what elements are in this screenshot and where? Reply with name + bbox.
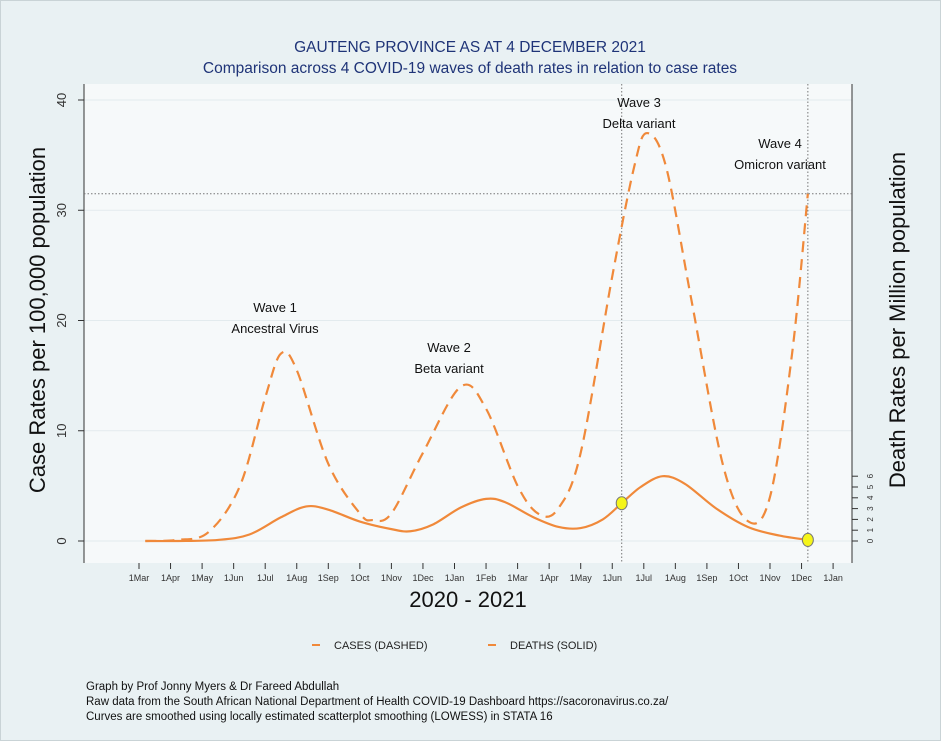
x-tick-label: 1May: [191, 573, 214, 583]
chart-subtitle: Comparison across 4 COVID-19 waves of de…: [203, 60, 737, 77]
y2-tick-label: 6: [866, 473, 875, 478]
x-tick-label: 1Sep: [696, 573, 717, 583]
y-tick-label: 40: [54, 93, 69, 107]
y2-tick-label: 3: [866, 506, 875, 511]
highlight-point: [615, 496, 628, 511]
x-tick-label: 1Jun: [224, 573, 244, 583]
wave-annotation: Wave 2: [427, 340, 471, 355]
wave-annotation: Ancestral Virus: [231, 321, 319, 336]
x-tick-label: 1Mar: [507, 573, 528, 583]
x-tick-label: 1Feb: [476, 573, 497, 583]
y-tick-label: 0: [54, 537, 69, 544]
y2-tick-label: 4: [866, 495, 875, 500]
x-tick-label: 1Apr: [540, 573, 559, 583]
legend-cases-label: CASES (DASHED): [334, 640, 428, 652]
highlight-point: [801, 532, 814, 547]
cases-curve: [145, 131, 809, 543]
y2-tick-label: 1: [866, 527, 875, 532]
x-tick-label: 1Oct: [350, 573, 370, 583]
wave-annotation: Wave 3: [617, 95, 661, 110]
x-tick-label: 1Aug: [665, 573, 686, 583]
y-tick-label: 30: [54, 203, 69, 217]
wave-annotation: Omicron variant: [734, 157, 826, 172]
y2-tick-label: 2: [866, 517, 875, 522]
wave-annotation: Beta variant: [414, 361, 484, 376]
footer-credit: Graph by Prof Jonny Myers & Dr Fareed Ab…: [86, 681, 339, 693]
x-tick-label: 1Jul: [636, 573, 653, 583]
x-tick-label: 1May: [570, 573, 593, 583]
x-tick-label: 1Aug: [286, 573, 307, 583]
x-tick-label: 1Mar: [129, 573, 150, 583]
x-axis-label: 2020 - 2021: [409, 587, 526, 612]
x-tick-label: 1Sep: [318, 573, 339, 583]
wave-annotation: Wave 4: [758, 136, 802, 151]
y2-tick-label: 0: [866, 538, 875, 543]
deaths-curve: [145, 475, 809, 543]
x-tick-label: 1Apr: [161, 573, 180, 583]
footer-method: Curves are smoothed using locally estima…: [86, 711, 553, 723]
x-tick-label: 1Dec: [412, 573, 434, 583]
y2-tick-label: 5: [866, 484, 875, 489]
x-tick-label: 1Jan: [823, 573, 843, 583]
y2-axis-label: Death Rates per Million population: [885, 152, 910, 488]
x-tick-label: 1Dec: [791, 573, 813, 583]
wave-annotation: Delta variant: [603, 116, 676, 131]
legend-deaths-label: DEATHS (SOLID): [510, 640, 597, 652]
x-tick-label: 1Oct: [729, 573, 749, 583]
y-tick-label: 20: [54, 313, 69, 327]
y-tick-label: 10: [54, 424, 69, 438]
x-tick-label: 1Jan: [445, 573, 465, 583]
legend: CASES (DASHED) DEATHS (SOLID): [312, 640, 597, 652]
footer-source: Raw data from the South African National…: [86, 696, 669, 708]
x-tick-label: 1Jun: [602, 573, 622, 583]
wave-annotation: Wave 1: [253, 300, 297, 315]
x-tick-label: 1Nov: [381, 573, 403, 583]
x-tick-label: 1Nov: [759, 573, 781, 583]
y-axis-label: Case Rates per 100,000 population: [25, 147, 50, 493]
x-tick-label: 1Jul: [257, 573, 274, 583]
chart-title: GAUTENG PROVINCE AS AT 4 DECEMBER 2021: [294, 39, 646, 56]
plot-area: [84, 84, 852, 563]
